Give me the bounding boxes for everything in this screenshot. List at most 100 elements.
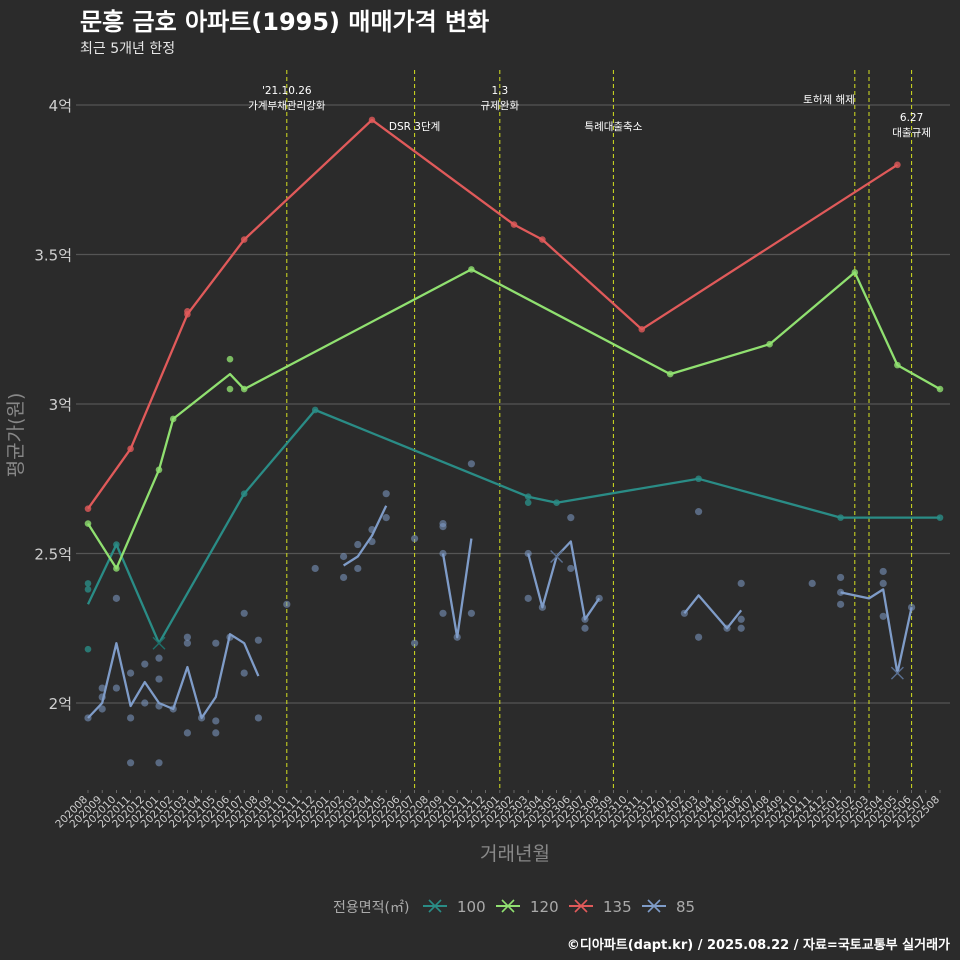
data-point xyxy=(155,675,163,683)
data-point xyxy=(240,669,248,677)
data-point xyxy=(127,759,135,767)
data-point xyxy=(226,385,234,393)
data-point xyxy=(183,633,191,641)
policy-lines xyxy=(286,70,913,790)
data-point xyxy=(382,490,390,498)
chart-subtitle: 최근 5개년 한정 xyxy=(80,41,176,57)
data-point xyxy=(98,684,106,692)
series-line xyxy=(86,408,940,645)
legend-key-cross xyxy=(647,899,661,913)
data-point xyxy=(127,714,135,722)
data-point xyxy=(183,639,191,647)
data-point xyxy=(127,669,135,677)
y-tick-label: 2억 xyxy=(49,695,72,713)
data-point xyxy=(112,594,120,602)
data-point xyxy=(524,499,532,506)
chart-title: 문흥 금호 아파트(1995) 매매가격 변화 xyxy=(80,8,490,36)
series-group xyxy=(84,116,944,767)
data-point xyxy=(581,624,589,632)
data-point xyxy=(354,564,362,573)
data-point xyxy=(283,600,291,608)
data-point xyxy=(879,612,887,620)
series-100 xyxy=(84,406,944,653)
data-point xyxy=(311,564,319,573)
cross-marker xyxy=(890,666,904,680)
cross-marker xyxy=(550,549,564,563)
series-85 xyxy=(84,460,916,767)
series-135 xyxy=(84,116,901,512)
y-tick-label: 3억 xyxy=(49,396,72,414)
data-point xyxy=(340,573,348,582)
data-point xyxy=(439,609,447,617)
data-point xyxy=(411,639,419,647)
data-point xyxy=(737,624,745,632)
grid-lines xyxy=(76,104,950,704)
data-point xyxy=(567,514,575,522)
data-point xyxy=(467,460,475,468)
y-axis-ticks: 2억 2.5억 3억 3.5억 4억 xyxy=(34,97,72,713)
data-point xyxy=(837,588,845,596)
data-point xyxy=(84,645,92,653)
data-point xyxy=(695,508,703,516)
data-point xyxy=(226,355,234,363)
data-point xyxy=(879,567,887,576)
data-point xyxy=(254,714,262,722)
legend-title: 전용면적(㎡) xyxy=(333,900,409,916)
data-point xyxy=(84,586,92,593)
data-point xyxy=(155,759,163,767)
data-point xyxy=(737,579,745,588)
series-line-segment xyxy=(683,594,743,630)
series-line-segment xyxy=(840,588,913,675)
data-point xyxy=(98,705,106,713)
data-point xyxy=(439,522,447,531)
legend-key-cross xyxy=(501,899,515,913)
x-axis-ticks: 2020082020092020102020112020122021012021… xyxy=(53,790,942,830)
data-point xyxy=(567,564,575,573)
series-line-segment xyxy=(342,505,388,567)
data-point xyxy=(354,540,362,549)
series-line xyxy=(87,268,941,570)
data-point xyxy=(112,684,120,692)
data-point xyxy=(141,660,149,668)
series-line xyxy=(87,118,899,510)
data-point xyxy=(837,600,845,608)
data-point xyxy=(837,573,845,582)
annotation-text: 가계부채관리강화 xyxy=(248,100,326,112)
data-point xyxy=(141,699,149,707)
y-tick-label: 4억 xyxy=(49,97,72,115)
data-point xyxy=(879,579,887,588)
annotation-text: 특례대출축소 xyxy=(584,121,642,133)
data-point xyxy=(212,729,220,737)
series-120 xyxy=(84,266,944,572)
series-line-segment xyxy=(527,540,601,621)
data-point xyxy=(212,717,220,725)
annotation-text: 1.3 xyxy=(491,85,508,97)
data-point xyxy=(340,552,348,561)
data-point xyxy=(411,534,419,543)
legend-key-cross xyxy=(428,899,442,913)
series-line-segment xyxy=(87,633,260,720)
legend: 전용면적(㎡) 100 120 135 85 xyxy=(333,898,695,916)
series-line-segment xyxy=(441,538,473,639)
cross-marker xyxy=(152,636,166,650)
data-point xyxy=(467,609,475,617)
legend-key-cross xyxy=(574,899,588,913)
source-caption: ©디아파트(dapt.kr) / 2025.08.22 / 자료=국토교통부 실… xyxy=(566,938,950,953)
data-point xyxy=(84,580,92,587)
legend-label: 135 xyxy=(603,898,632,916)
y-tick-label: 2.5억 xyxy=(34,546,72,564)
annotation-text: 규제완화 xyxy=(480,99,519,112)
annotation-text: 토허제 해제 xyxy=(803,93,855,106)
data-point xyxy=(183,729,191,737)
data-point xyxy=(808,579,816,588)
annotation-text: 6.27 xyxy=(900,112,923,124)
annotation-text: '21.10.26 xyxy=(262,85,312,97)
annotation-text: DSR 3단계 xyxy=(389,121,440,133)
legend-label: 120 xyxy=(530,898,559,916)
y-tick-label: 3.5억 xyxy=(34,247,72,265)
data-point xyxy=(382,514,390,522)
x-axis-label: 거래년월 xyxy=(480,843,550,865)
y-axis-label: 평균가(원) xyxy=(5,393,27,478)
